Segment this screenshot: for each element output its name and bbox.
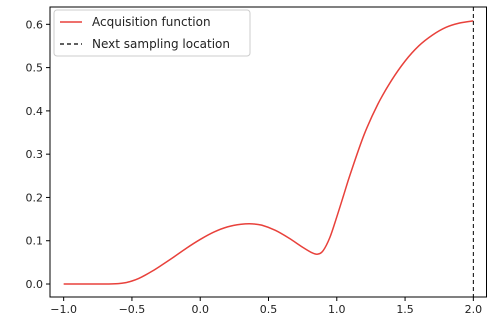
y-tick-label: 0.6: [26, 18, 44, 31]
y-tick-label: 0.2: [26, 191, 44, 204]
y-tick-label: 0.5: [26, 62, 44, 75]
y-tick-label: 0.3: [26, 148, 44, 161]
y-tick-label: 0.0: [26, 278, 44, 291]
legend-box: [53, 9, 251, 57]
x-tick-label: 1.0: [328, 303, 346, 316]
legend: Acquisition function Next sampling locat…: [53, 9, 251, 57]
x-axis: −1.0 −0.5 0.0 0.5 1.0 1.5 2.0: [50, 297, 482, 316]
x-tick-label: 0.0: [191, 303, 209, 316]
y-axis: 0.0 0.1 0.2 0.3 0.4 0.5 0.6: [26, 18, 50, 291]
series-layer: [63, 20, 474, 285]
y-tick-label: 0.4: [26, 105, 44, 118]
legend-label-next-sampling: Next sampling location: [92, 37, 230, 51]
x-tick-label: −1.0: [50, 303, 77, 316]
x-tick-label: 2.0: [465, 303, 483, 316]
x-tick-label: 1.5: [396, 303, 414, 316]
series-line-acquisition: [63, 20, 474, 285]
x-tick-label: 0.5: [260, 303, 278, 316]
x-tick-label: −0.5: [119, 303, 146, 316]
legend-label-acquisition: Acquisition function: [92, 15, 211, 29]
y-tick-label: 0.1: [26, 235, 44, 248]
